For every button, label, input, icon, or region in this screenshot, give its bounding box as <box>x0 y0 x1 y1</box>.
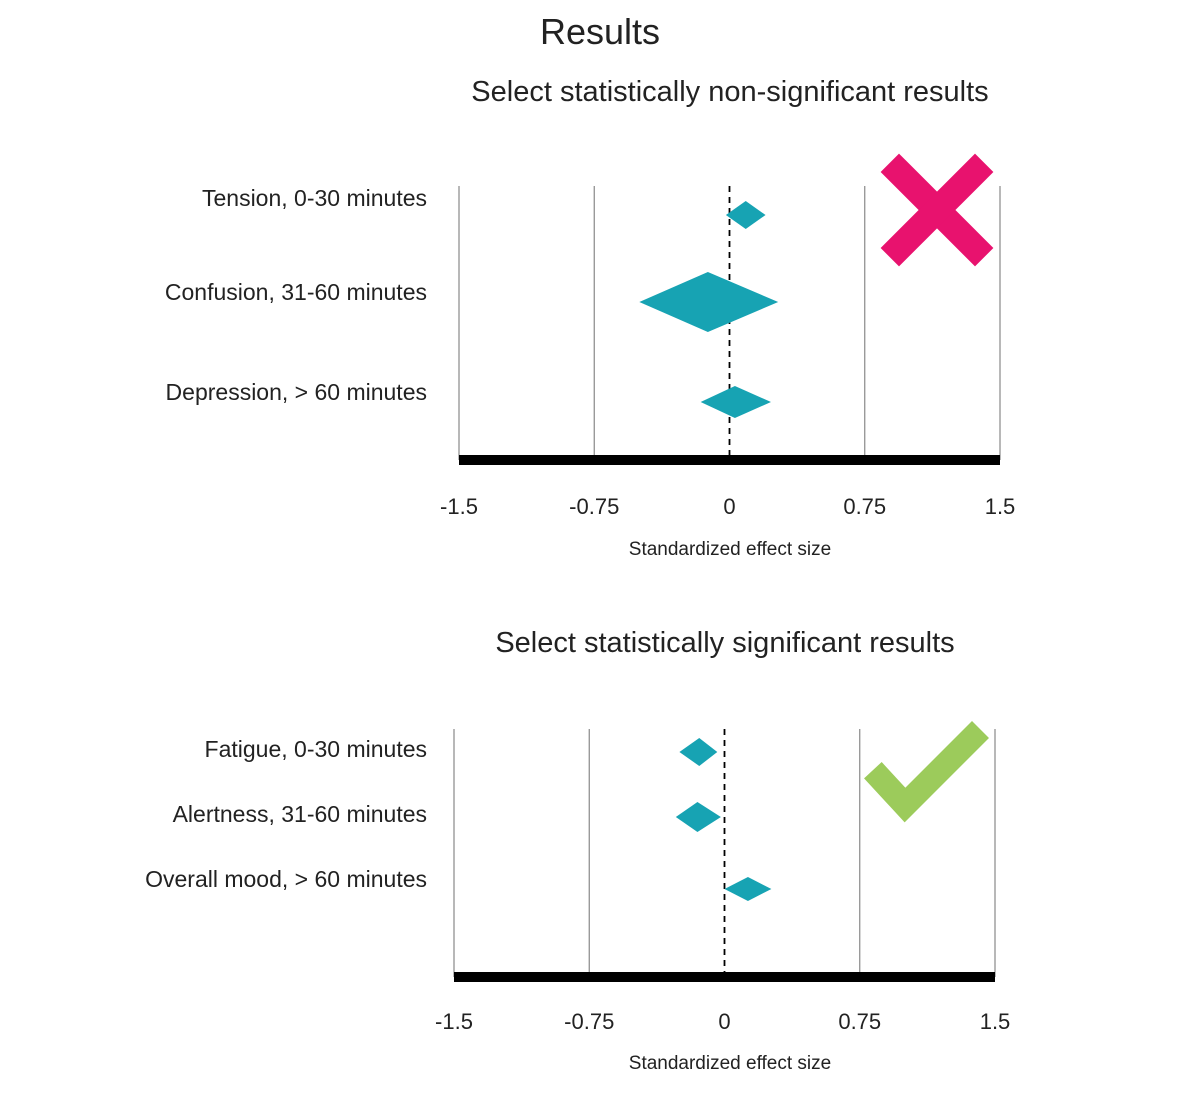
check-stroke <box>864 721 989 823</box>
row-label: Overall mood, > 60 minutes <box>145 866 427 892</box>
significant-chart: Select statistically significant results… <box>145 627 1010 1074</box>
chart-title: Select statistically non-significant res… <box>471 76 988 108</box>
effect-size-diamond <box>700 386 771 418</box>
x-axis-label: Standardized effect size <box>629 1053 831 1074</box>
x-tick-label: -1.5 <box>440 494 478 519</box>
x-tick-label: 0.75 <box>843 494 886 519</box>
cross-icon <box>880 153 994 267</box>
x-tick-label: 1.5 <box>980 1009 1011 1034</box>
effect-size-diamond <box>724 877 772 901</box>
effect-size-diamond <box>639 272 779 332</box>
x-tick-label: 1.5 <box>985 494 1016 519</box>
chart-title: Select statistically significant results <box>495 627 954 659</box>
x-tick-label: 0 <box>718 1009 730 1034</box>
effect-size-diamond <box>679 738 718 766</box>
x-tick-label: -1.5 <box>435 1009 473 1034</box>
x-axis-label: Standardized effect size <box>629 539 831 560</box>
effect-size-diamond <box>725 201 766 229</box>
x-tick-label: 0 <box>723 494 735 519</box>
x-tick-label: -0.75 <box>564 1009 614 1034</box>
row-label: Alertness, 31-60 minutes <box>173 801 427 827</box>
row-label: Fatigue, 0-30 minutes <box>205 736 427 762</box>
non-significant-chart: Select statistically non-significant res… <box>165 76 1015 560</box>
x-tick-label: -0.75 <box>569 494 619 519</box>
x-tick-label: 0.75 <box>838 1009 881 1034</box>
row-label: Depression, > 60 minutes <box>166 379 427 405</box>
effect-size-diamond <box>675 802 721 832</box>
row-label: Confusion, 31-60 minutes <box>165 279 427 305</box>
check-icon <box>864 721 989 823</box>
page-title: Results <box>540 11 660 52</box>
row-label: Tension, 0-30 minutes <box>202 185 427 211</box>
cross-stroke <box>880 153 994 267</box>
